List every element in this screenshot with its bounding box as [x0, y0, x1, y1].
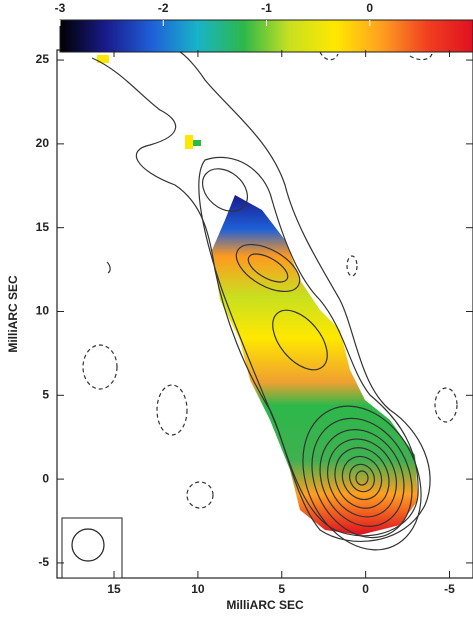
x-tick-label: 5: [278, 582, 285, 596]
jet-map: [97, 55, 418, 535]
y-tick-label: 15: [36, 220, 50, 234]
x-tick-label: 10: [191, 582, 205, 596]
y-tick-label: 10: [36, 304, 50, 318]
x-tick-label: -5: [444, 582, 455, 596]
colorbar-tick-label: 0: [366, 1, 373, 15]
colorbar-tick-label: -2: [158, 1, 169, 15]
colorbar-tick-label: -3: [55, 1, 66, 15]
colorbar-tick-label: -1: [261, 1, 272, 15]
y-tick-label: 25: [36, 52, 50, 66]
x-tick-label: 0: [362, 582, 369, 596]
y-tick-label: 0: [42, 471, 49, 485]
y-tick-label: 5: [42, 387, 49, 401]
y-tick-label: -5: [38, 555, 49, 569]
y-tick-label: 20: [36, 136, 50, 150]
contours: [82, 51, 458, 551]
beam: [61, 517, 123, 579]
x-tick-label: 15: [107, 582, 121, 596]
y-axis-label: MilliARC SEC: [6, 275, 20, 353]
x-axis-label: MilliARC SEC: [226, 598, 304, 612]
